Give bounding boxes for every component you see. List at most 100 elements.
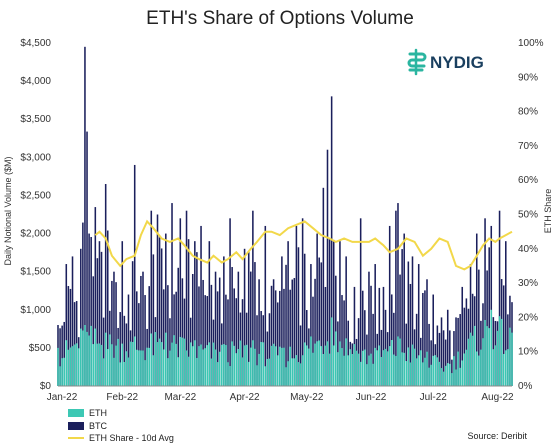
eth-bar: [446, 363, 449, 386]
eth-bar: [202, 349, 204, 386]
btc-bar: [440, 317, 443, 386]
eth-bar: [279, 346, 281, 386]
eth-bar: [376, 350, 379, 386]
eth-bar: [260, 341, 262, 386]
legend-btc-label: BTC: [89, 421, 108, 431]
eth-bar: [198, 346, 200, 386]
eth-bar: [332, 345, 335, 386]
eth-bar: [411, 344, 414, 386]
btc-bar: [295, 225, 298, 386]
eth-bar: [361, 350, 364, 386]
btc-bar: [436, 325, 439, 386]
btc-bar: [428, 323, 430, 386]
btc-bar: [181, 278, 184, 386]
btc-bar: [177, 267, 180, 386]
eth-bar: [210, 358, 213, 386]
x-tick-label: Jun-22: [356, 392, 387, 403]
eth-bar: [127, 357, 130, 386]
eth-bar: [94, 328, 97, 386]
nydig-logo: NYDIG: [407, 48, 484, 76]
btc-bar: [243, 248, 246, 386]
btc-bar: [335, 275, 337, 386]
eth-bar: [71, 346, 74, 386]
btc-bar: [343, 300, 345, 386]
eth-bar: [115, 345, 117, 386]
eth-bar: [384, 348, 387, 386]
x-tick-label: May-22: [290, 392, 324, 403]
eth-bar: [183, 338, 186, 386]
eth-bar: [335, 331, 337, 386]
btc-bar: [374, 264, 376, 386]
y-tick-label: $1,500: [20, 267, 51, 278]
eth-bar: [455, 369, 457, 386]
eth-bar: [165, 332, 167, 386]
eth-bar: [318, 340, 320, 386]
eth-bar: [436, 357, 439, 386]
eth-bar: [500, 318, 503, 386]
btc-bar: [347, 320, 350, 386]
btc-bar: [158, 237, 161, 386]
btc-bar: [364, 310, 366, 386]
btc-bar: [194, 241, 196, 386]
btc-bar: [455, 317, 457, 386]
btc-bar: [229, 218, 231, 386]
eth-bar: [136, 349, 138, 386]
eth-bar: [409, 362, 412, 386]
eth-bar: [173, 335, 175, 386]
eth-bar: [218, 351, 221, 386]
btc-bar: [285, 264, 287, 386]
eth-bar: [204, 348, 206, 386]
btc-bar: [322, 187, 325, 386]
y2-axis-ticks: 0% 10% 20% 30% 40% 50% 60% 70% 80% 90% 100%: [518, 38, 544, 392]
eth-bar: [289, 346, 291, 386]
eth-bar: [129, 341, 132, 386]
y-tick-label: $3,000: [20, 152, 51, 163]
eth-bar: [59, 366, 61, 386]
eth-bar: [206, 345, 209, 386]
eth-bar: [82, 330, 84, 386]
eth-bar: [467, 338, 470, 386]
eth-bar: [378, 345, 381, 386]
btc-bar: [250, 271, 252, 386]
eth-bar: [502, 353, 505, 386]
eth-bar: [382, 350, 385, 386]
y-tick-label: $2,500: [20, 190, 51, 201]
eth-bar: [214, 349, 217, 386]
y-axis-title: Daily Notional Volume ($M): [3, 156, 13, 265]
btc-bar: [175, 291, 177, 386]
eth-bar: [328, 353, 331, 386]
btc-bar: [59, 328, 61, 386]
btc-bar: [156, 214, 159, 386]
btc-bar: [488, 247, 490, 386]
eth-bar: [162, 349, 165, 386]
btc-bar: [216, 291, 219, 386]
eth-bar: [189, 342, 192, 386]
eth-bar: [475, 351, 478, 386]
btc-bar: [235, 298, 238, 386]
btc-bar: [106, 230, 109, 386]
y2-tick-label: 70%: [518, 141, 538, 152]
eth-bar: [104, 332, 107, 386]
eth-bar: [449, 363, 451, 386]
eth-bar: [220, 344, 223, 386]
btc-bar: [281, 256, 283, 386]
eth-bar: [102, 358, 105, 386]
eth-bar: [233, 345, 235, 386]
eth-bar: [405, 361, 408, 386]
btc-bar: [357, 318, 360, 386]
btc-bar: [247, 251, 250, 386]
eth-bar: [465, 349, 468, 386]
eth-bar: [235, 353, 238, 386]
btc-bar: [123, 315, 126, 386]
eth-bar: [283, 347, 285, 386]
eth-bar: [158, 338, 161, 386]
btc-bar: [237, 271, 240, 386]
eth-bar: [403, 352, 405, 386]
eth-bar: [314, 343, 316, 386]
btc-bar: [61, 325, 63, 386]
btc-bar: [411, 256, 414, 386]
y-tick-label: $3,500: [20, 114, 51, 125]
btc-bar: [293, 278, 296, 386]
eth-bar: [131, 342, 134, 386]
eth-bar: [109, 334, 111, 386]
